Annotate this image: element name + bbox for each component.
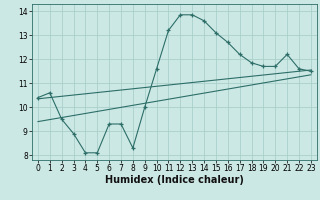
X-axis label: Humidex (Indice chaleur): Humidex (Indice chaleur)	[105, 175, 244, 185]
